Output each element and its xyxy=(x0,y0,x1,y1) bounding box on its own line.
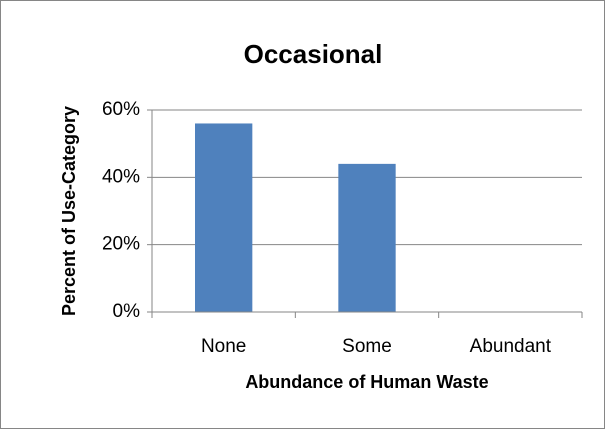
x-axis-title: Abundance of Human Waste xyxy=(245,372,488,392)
x-tick-label: Abundant xyxy=(470,336,552,357)
bar xyxy=(195,123,253,312)
y-tick-label: 40% xyxy=(102,166,140,187)
y-axis-title: Percent of Use-Category xyxy=(59,106,79,316)
y-tick-label: 20% xyxy=(102,234,140,255)
x-tick-label: None xyxy=(201,336,246,357)
y-tick-label: 60% xyxy=(102,99,140,120)
y-tick-label: 0% xyxy=(113,301,141,322)
bar xyxy=(338,163,396,312)
x-tick-label: Some xyxy=(342,336,392,357)
chart-title: Occasional xyxy=(244,39,383,69)
